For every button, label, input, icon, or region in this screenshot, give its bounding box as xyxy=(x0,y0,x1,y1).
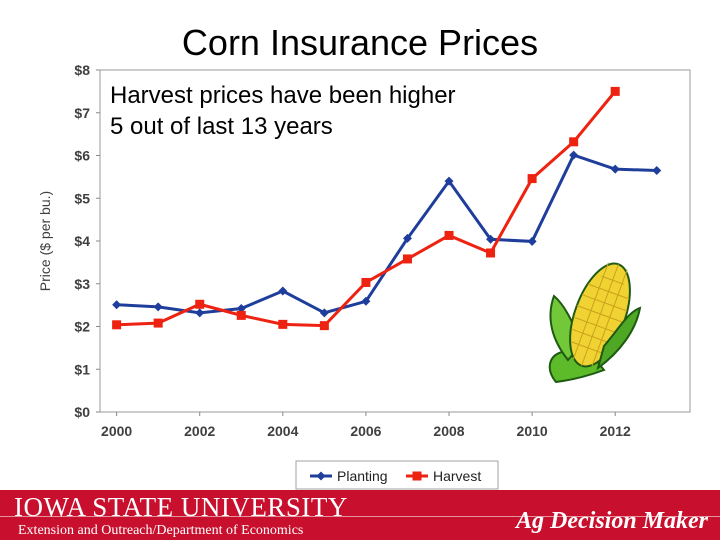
price-chart: $0 $1 $2 $3 $4 $5 $6 $7 $8 2000 2002 2004 2006 2008 20… xyxy=(37,62,691,490)
x-tick-label: 2006 xyxy=(350,423,381,439)
data-point xyxy=(361,277,371,287)
x-tick-label: 2008 xyxy=(433,423,464,439)
data-point xyxy=(444,176,454,186)
slide-title: Corn Insurance Prices xyxy=(181,22,539,63)
data-point xyxy=(486,248,496,258)
data-point xyxy=(527,236,537,246)
data-point xyxy=(236,310,246,320)
data-point xyxy=(236,304,246,314)
data-point xyxy=(112,300,122,310)
corn-icon xyxy=(548,262,642,384)
y-tick-label: $8 xyxy=(74,62,90,78)
y-tick-label: $0 xyxy=(74,404,90,420)
data-point xyxy=(527,174,537,184)
legend-label-planting: Planting xyxy=(337,468,388,484)
y-tick-label: $1 xyxy=(74,361,90,377)
chart-annotation: Harvest prices have been higher 5 out of… xyxy=(110,80,456,142)
data-point xyxy=(402,254,412,264)
data-point xyxy=(361,296,371,306)
legend: Planting Harvest xyxy=(295,460,499,490)
data-point xyxy=(402,233,412,243)
data-point xyxy=(153,302,163,312)
annotation-line-1: Harvest prices have been higher xyxy=(110,82,456,109)
data-point xyxy=(569,137,579,147)
data-point xyxy=(195,299,205,309)
legend-label-harvest: Harvest xyxy=(433,468,481,484)
data-point xyxy=(486,234,496,244)
data-point xyxy=(195,308,205,318)
y-axis-label: Price ($ per bu.) xyxy=(37,191,53,291)
data-point xyxy=(319,321,329,331)
data-point xyxy=(569,150,579,160)
x-tick-label: 2004 xyxy=(267,423,298,439)
data-point xyxy=(610,164,620,174)
data-point xyxy=(444,230,454,240)
x-tick-label: 2010 xyxy=(517,423,548,439)
x-tick-label: 2000 xyxy=(101,423,132,439)
brand-name: Ag Decision Maker xyxy=(516,508,708,534)
data-point xyxy=(278,286,288,296)
university-logo-text: IOWA STATE UNIVERSITY xyxy=(14,492,348,522)
data-point xyxy=(610,86,620,96)
data-point xyxy=(652,165,662,175)
data-point xyxy=(278,319,288,329)
x-tick-label: 2002 xyxy=(184,423,215,439)
data-point xyxy=(112,320,122,330)
y-tick-label: $3 xyxy=(74,276,90,292)
footer-bar: IOWA STATE UNIVERSITY Extension and Outr… xyxy=(0,490,720,540)
x-tick-label: 2012 xyxy=(600,423,631,439)
series-harvest xyxy=(112,86,620,331)
data-point xyxy=(319,308,329,318)
department-name: Extension and Outreach/Department of Eco… xyxy=(18,523,304,538)
data-point xyxy=(153,318,163,328)
y-tick-label: $7 xyxy=(74,105,90,121)
footer-divider xyxy=(0,516,720,517)
y-tick-label: $2 xyxy=(74,319,90,335)
legend-marker-harvest xyxy=(412,471,422,481)
legend-marker-planting xyxy=(316,471,326,481)
y-tick-label: $4 xyxy=(74,233,90,249)
y-tick-label: $5 xyxy=(74,190,90,206)
annotation-line-2: 5 out of last 13 years xyxy=(110,113,333,140)
y-tick-label: $6 xyxy=(74,148,90,164)
